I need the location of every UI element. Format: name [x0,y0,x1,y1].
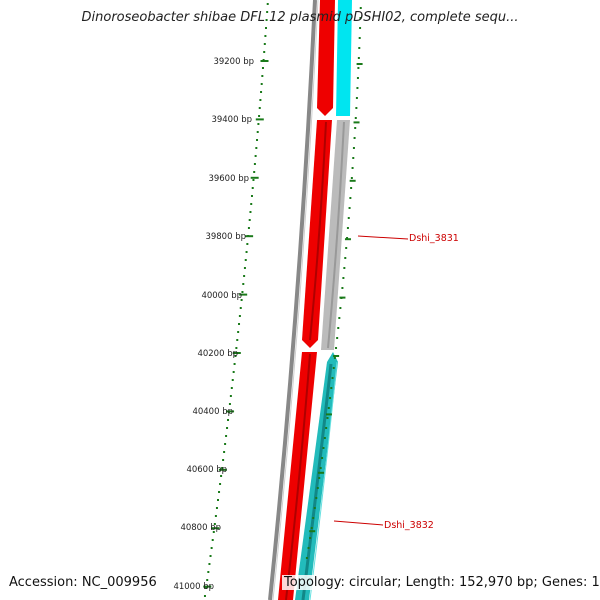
forward-gene-lower [278,352,317,600]
accession-text: Accession: NC_009956 [9,575,157,590]
sequence-backbone-highlight [272,0,319,600]
ruler-label-40400: 40400 bp [192,407,233,417]
map-title: Dinoroseobacter shibae DFL 12 plasmid pD… [81,10,519,25]
ruler-label-39800: 39800 bp [205,232,246,242]
reverse-gene-cyan-shade [301,363,333,600]
ruler-label-40200: 40200 bp [197,349,238,359]
reverse-gene-gray [321,120,350,350]
ruler-label-40800: 40800 bp [180,523,221,533]
ruler-label-40600: 40600 bp [186,465,227,475]
reverse-gene-gray-shade [327,121,345,349]
forward-gene-mid [302,120,332,348]
reverse-gene-top-cyan [336,0,352,116]
gene-label-leader-dshi-3832 [333,520,384,526]
ruler-label-40000: 40000 bp [201,291,242,301]
gene-label-dshi-3831[interactable]: Dshi_3831 [409,233,459,244]
forward-gene-lower-shade [285,353,311,600]
outer-tick-ring [305,7,363,559]
ruler-label-39600: 39600 bp [208,174,249,184]
sequence-backbone [268,0,317,600]
sequence-summary-text: Topology: circular; Length: 152,970 bp; … [282,575,600,590]
gene-label-leader-dshi-3831 [357,235,409,240]
forward-gene-upper [317,0,335,116]
ruler-label-41000: 41000 bp [173,582,214,592]
ruler-ring [203,3,269,597]
ruler-label-39200: 39200 bp [213,57,254,67]
ruler-label-39400: 39400 bp [211,115,252,125]
reverse-gene-cyan-edge [309,361,338,600]
forward-gene-mid-shade [309,121,327,341]
gene-label-dshi-3832[interactable]: Dshi_3832 [384,520,434,531]
